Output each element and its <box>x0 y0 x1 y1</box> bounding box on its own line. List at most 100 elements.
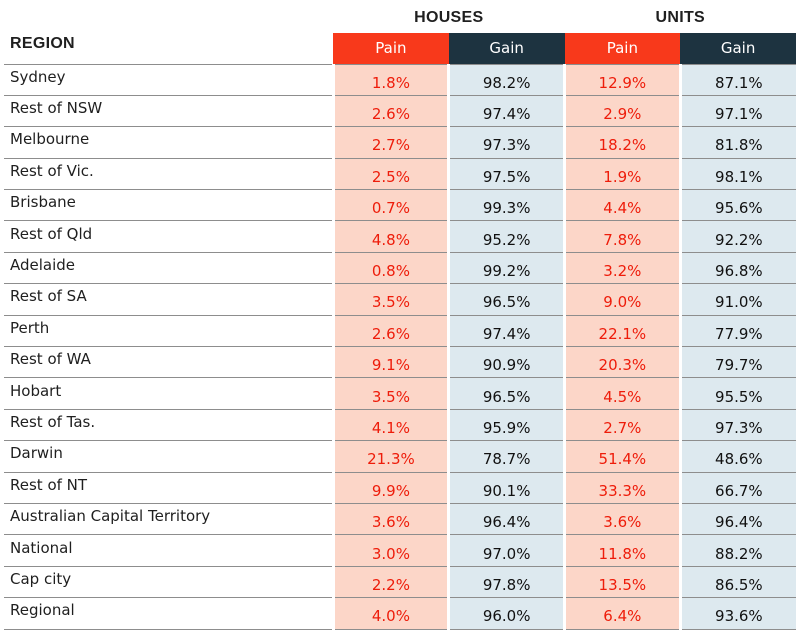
table-row: Darwin 21.3% 78.7% 51.4% 48.6% <box>4 440 796 473</box>
houses-gain-header: Gain <box>448 33 565 64</box>
houses-pain-cell: 4.8% <box>331 220 449 253</box>
houses-gain-cell: 97.4% <box>447 95 565 128</box>
houses-pain-cell: 2.5% <box>331 158 449 191</box>
units-gain-cell: 81.8% <box>678 126 796 159</box>
units-pain-cell: 12.9% <box>563 63 681 96</box>
houses-gain-cell: 96.0% <box>447 597 565 630</box>
houses-pain-cell: 0.7% <box>331 189 449 222</box>
group-header-row: REGION HOUSES UNITS <box>4 0 796 52</box>
units-gain-cell: 91.0% <box>678 283 796 316</box>
houses-gain-cell: 97.8% <box>447 566 565 599</box>
table-row: Rest of Vic. 2.5% 97.5% 1.9% 98.1% <box>4 158 796 191</box>
units-pain-cell: 33.3% <box>563 472 681 504</box>
table-row: Rest of NT 9.9% 90.1% 33.3% 66.7% <box>4 472 796 504</box>
houses-pain-cell: 1.8% <box>331 63 449 96</box>
region-cell: Rest of Vic. <box>4 158 334 191</box>
table-row: Rest of NSW 2.6% 97.4% 2.9% 97.1% <box>4 95 796 128</box>
region-cell: Rest of NT <box>4 472 334 504</box>
units-pain-cell: 2.9% <box>563 95 681 128</box>
units-pain-cell: 13.5% <box>563 566 681 599</box>
units-gain-cell: 48.6% <box>678 440 796 473</box>
houses-gain-cell: 99.2% <box>447 252 565 285</box>
region-cell: Australian Capital Territory <box>4 503 334 536</box>
units-gain-cell: 79.7% <box>678 346 796 379</box>
table-row: Perth 2.6% 97.4% 22.1% 77.9% <box>4 315 796 348</box>
table-row: National 3.0% 97.0% 11.8% 88.2% <box>4 534 796 567</box>
units-gain-cell: 96.4% <box>678 503 796 536</box>
units-gain-cell: 92.2% <box>678 220 796 253</box>
houses-gain-cell: 78.7% <box>447 440 565 473</box>
houses-pain-header: Pain <box>333 33 449 64</box>
units-gain-cell: 97.3% <box>678 409 796 442</box>
houses-gain-cell: 90.1% <box>447 472 565 504</box>
units-gain-header: Gain <box>680 33 796 64</box>
units-pain-cell: 6.4% <box>563 597 681 630</box>
table-row: Melbourne 2.7% 97.3% 18.2% 81.8% <box>4 126 796 159</box>
houses-gain-cell: 96.4% <box>447 503 565 536</box>
table-row: Rest of WA 9.1% 90.9% 20.3% 79.7% <box>4 346 796 379</box>
units-pain-cell: 18.2% <box>563 126 681 159</box>
houses-pain-cell: 2.6% <box>331 95 449 128</box>
houses-gain-cell: 90.9% <box>447 346 565 379</box>
units-pain-cell: 9.0% <box>563 283 681 316</box>
houses-gain-cell: 97.4% <box>447 315 565 348</box>
houses-gain-cell: 97.0% <box>447 534 565 567</box>
units-pain-cell: 4.5% <box>563 377 681 410</box>
units-pain-cell: 1.9% <box>563 158 681 191</box>
units-gain-cell: 95.6% <box>678 189 796 222</box>
table-row: Australian Capital Territory 3.6% 96.4% 3.6… <box>4 503 796 536</box>
units-pain-cell: 22.1% <box>563 315 681 348</box>
houses-gain-cell: 97.5% <box>447 158 565 191</box>
houses-pain-cell: 2.6% <box>331 315 449 348</box>
units-gain-cell: 88.2% <box>678 534 796 567</box>
houses-pain-cell: 3.6% <box>331 503 449 536</box>
houses-pain-cell: 21.3% <box>331 440 449 473</box>
houses-gain-cell: 96.5% <box>447 283 565 316</box>
region-cell: Rest of Qld <box>4 220 334 253</box>
region-cell: Brisbane <box>4 189 334 222</box>
table-row: Rest of SA 3.5% 96.5% 9.0% 91.0% <box>4 283 796 316</box>
houses-gain-cell: 98.2% <box>447 63 565 96</box>
table-body: Sydney 1.8% 98.2% 12.9% 87.1% Rest of NSW 2.6%… <box>4 63 796 630</box>
houses-pain-cell: 3.5% <box>331 283 449 316</box>
table-row: Sydney 1.8% 98.2% 12.9% 87.1% <box>4 63 796 96</box>
houses-pain-cell: 4.1% <box>331 409 449 442</box>
region-cell: Hobart <box>4 377 334 410</box>
region-cell: Darwin <box>4 440 334 473</box>
region-cell: National <box>4 534 334 567</box>
units-pain-cell: 20.3% <box>563 346 681 379</box>
units-pain-cell: 3.6% <box>563 503 681 536</box>
region-cell: Rest of NSW <box>4 95 334 128</box>
units-pain-cell: 2.7% <box>563 409 681 442</box>
pain-gain-table: REGION HOUSES UNITS Pain Gain Pain Gain … <box>4 0 796 630</box>
houses-pain-cell: 3.0% <box>331 534 449 567</box>
region-cell: Perth <box>4 315 334 348</box>
houses-pain-cell: 2.7% <box>331 126 449 159</box>
units-gain-cell: 93.6% <box>678 597 796 630</box>
region-cell: Adelaide <box>4 252 334 285</box>
table-row: Rest of Tas. 4.1% 95.9% 2.7% 97.3% <box>4 409 796 442</box>
region-cell: Melbourne <box>4 126 334 159</box>
houses-gain-cell: 99.3% <box>447 189 565 222</box>
region-cell: Rest of Tas. <box>4 409 334 442</box>
units-pain-cell: 51.4% <box>563 440 681 473</box>
table-row: Regional 4.0% 96.0% 6.4% 93.6% <box>4 597 796 630</box>
units-gain-cell: 87.1% <box>678 63 796 96</box>
table-row: Adelaide 0.8% 99.2% 3.2% 96.8% <box>4 252 796 285</box>
units-gain-cell: 98.1% <box>678 158 796 191</box>
units-gain-cell: 77.9% <box>678 315 796 348</box>
houses-pain-cell: 0.8% <box>331 252 449 285</box>
region-column-header: REGION <box>10 34 75 52</box>
units-gain-cell: 66.7% <box>678 472 796 504</box>
houses-pain-cell: 4.0% <box>331 597 449 630</box>
region-cell: Cap city <box>4 566 334 599</box>
units-gain-cell: 86.5% <box>678 566 796 599</box>
units-pain-cell: 4.4% <box>563 189 681 222</box>
table-row: Cap city 2.2% 97.8% 13.5% 86.5% <box>4 566 796 599</box>
houses-pain-cell: 3.5% <box>331 377 449 410</box>
table-row: Rest of Qld 4.8% 95.2% 7.8% 92.2% <box>4 220 796 253</box>
units-gain-cell: 96.8% <box>678 252 796 285</box>
region-cell: Sydney <box>4 63 334 96</box>
units-group-header: UNITS <box>655 9 705 26</box>
houses-gain-cell: 96.5% <box>447 377 565 410</box>
